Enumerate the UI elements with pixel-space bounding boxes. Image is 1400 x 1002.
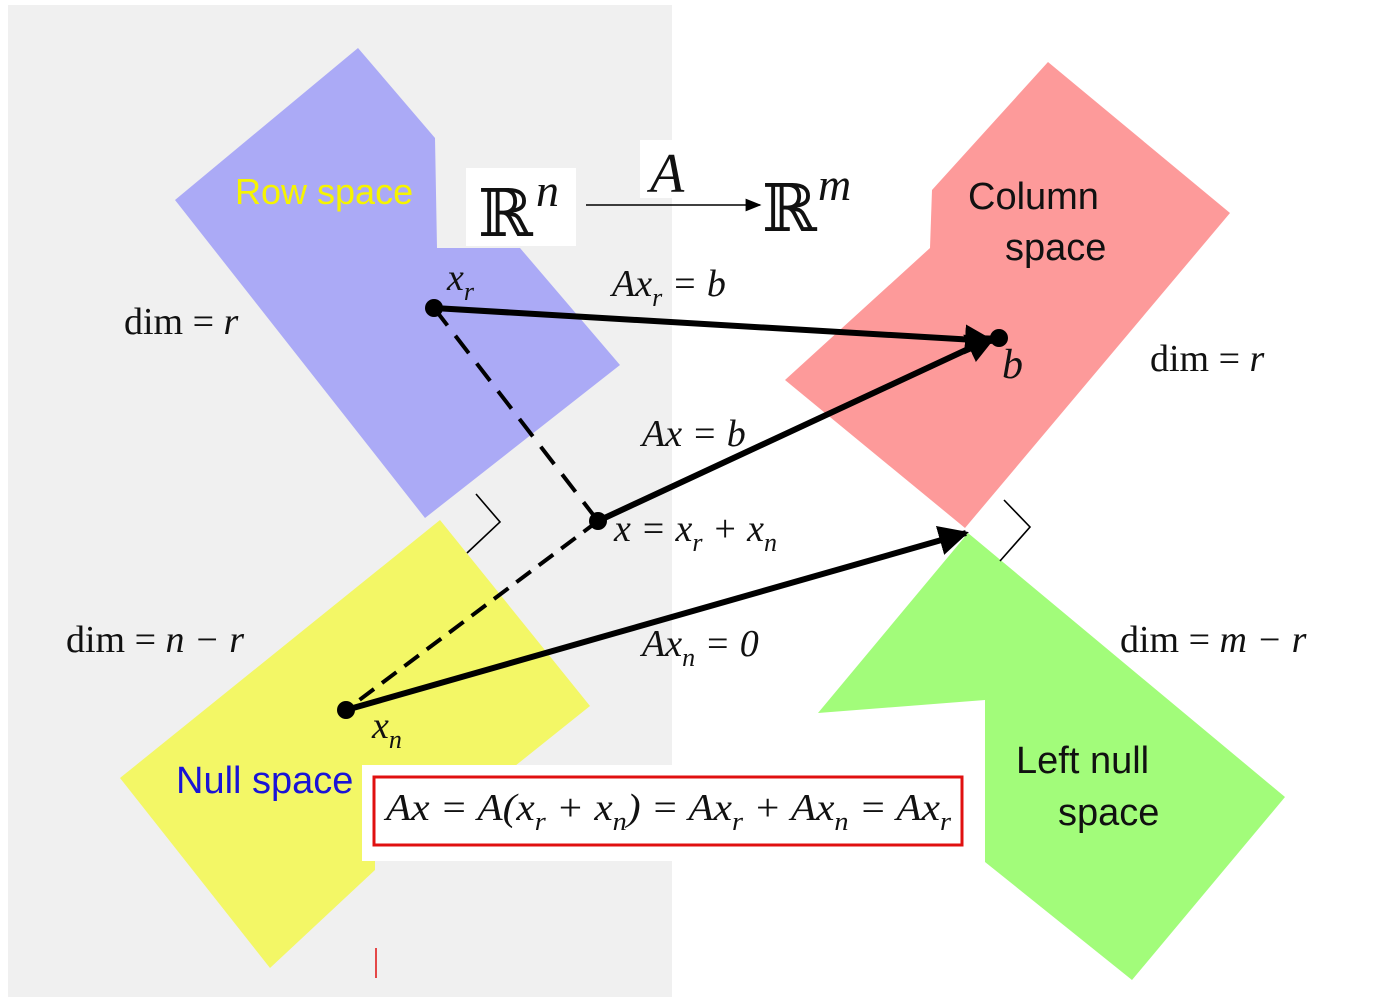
column-space-dim: dim = r xyxy=(1150,338,1265,380)
point-xn-label: xn xyxy=(371,705,402,754)
dashed-xr-to-x xyxy=(432,306,600,523)
point-x-label: x = xr + xn xyxy=(613,508,777,557)
row-space-region xyxy=(175,48,620,518)
codomain-space-symbol: ℝ xyxy=(762,170,818,247)
right-angle-marker-right xyxy=(999,499,1032,562)
point-xr-label: xr xyxy=(446,257,475,306)
point-xn xyxy=(337,701,355,719)
equation-box xyxy=(372,775,964,847)
dashed-x-to-xn xyxy=(344,519,600,712)
left-null-space-label-line2: space xyxy=(1058,792,1159,834)
column-space-label-line1: Column xyxy=(968,176,1099,218)
left-null-space-region xyxy=(818,533,1285,980)
row-space-dim: dim = r xyxy=(124,301,239,343)
arrow-x-to-b xyxy=(596,334,997,524)
null-space-dim: dim = n − r xyxy=(66,619,244,661)
point-xr xyxy=(425,299,443,317)
point-b xyxy=(990,329,1008,347)
null-space-label: Null space xyxy=(176,760,353,802)
column-space-region xyxy=(785,62,1230,528)
domain-exponent: n xyxy=(536,165,559,216)
matrix-label: A xyxy=(646,143,685,205)
null-space-region xyxy=(120,520,590,968)
domain-space-symbol: ℝ xyxy=(478,175,534,252)
mapping-box xyxy=(466,168,576,246)
arrow-axn-label: Axn = 0 xyxy=(639,623,759,672)
arrow-ax-label: Ax = b xyxy=(639,413,746,455)
matrix-label-box xyxy=(640,140,698,198)
point-b-label: b xyxy=(1002,342,1023,388)
right-angle-marker-left xyxy=(466,493,502,554)
left-null-space-label-line1: Left null xyxy=(1016,740,1149,782)
equation-text: Ax = A(x r + x n) = Ax r + Ax n = Ax r xyxy=(383,787,952,836)
codomain-exponent: m xyxy=(818,159,851,210)
row-space-label: Row space xyxy=(235,171,413,212)
arrow-axr-label: Axr = b xyxy=(609,263,726,312)
left-null-space-dim: dim = m − r xyxy=(1120,619,1307,661)
arrow-xn-to-origin xyxy=(345,525,969,713)
arrow-xr-to-b xyxy=(433,305,995,355)
point-x xyxy=(589,512,607,530)
column-space-label-line2: space xyxy=(1005,227,1106,269)
